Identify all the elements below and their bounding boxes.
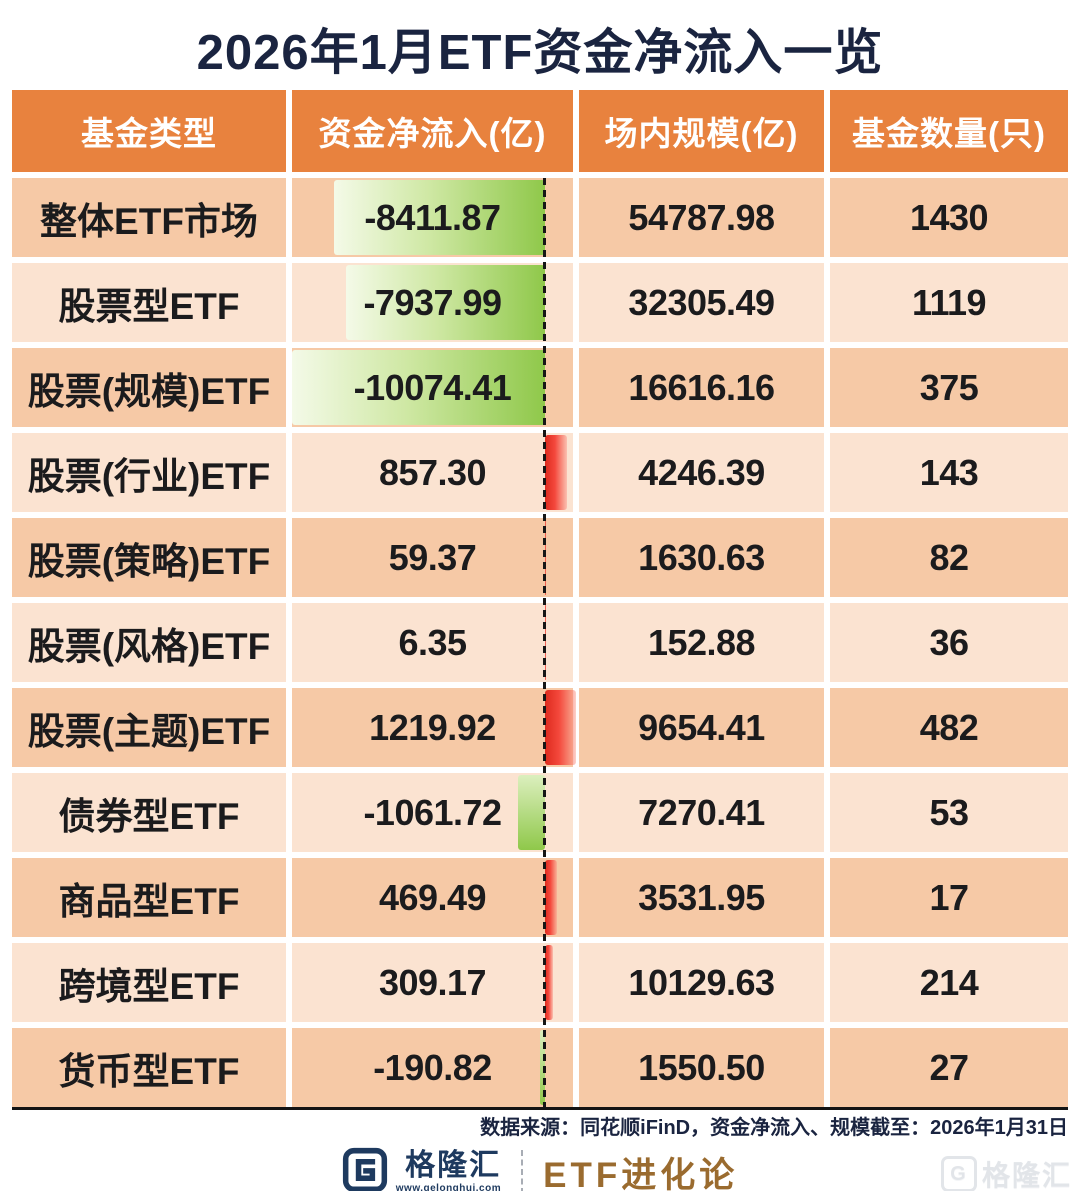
fund-type-cell: 股票(风格)ETF [12, 603, 286, 682]
scale-cell: 10129.63 [579, 943, 824, 1022]
scale-cell: 7270.41 [579, 773, 824, 852]
scale-cell: 54787.98 [579, 178, 824, 257]
gelonghui-logo-icon [342, 1147, 388, 1191]
etf-flow-table: 基金类型 资金净流入(亿) 场内规模(亿) 基金数量(只) 整体ETF市场 -84… [12, 90, 1068, 1110]
table-row: 股票(主题)ETF 1219.92 9654.41 482 [12, 688, 1068, 767]
fund-type-cell: 股票(策略)ETF [12, 518, 286, 597]
count-cell: 482 [830, 688, 1068, 767]
count-cell: 143 [830, 433, 1068, 512]
fund-type-cell: 股票型ETF [12, 263, 286, 342]
count-cell: 214 [830, 943, 1068, 1022]
scale-cell: 1550.50 [579, 1028, 824, 1107]
table-row: 跨境型ETF 309.17 10129.63 214 [12, 943, 1068, 1022]
net-flow-cell: -190.82 [292, 1028, 573, 1107]
fund-type-cell: 股票(规模)ETF [12, 348, 286, 427]
fund-type-cell: 股票(行业)ETF [12, 433, 286, 512]
table-body: 整体ETF市场 -8411.87 54787.98 1430 股票型ETF -7937.9… [12, 178, 1068, 1107]
table-row: 股票(策略)ETF 59.37 1630.63 82 [12, 518, 1068, 597]
brand-url: www.gelonghui.com [395, 1182, 502, 1191]
watermark-logo: G 格隆汇 [940, 1154, 1072, 1191]
fund-type-cell: 股票(主题)ETF [12, 688, 286, 767]
watermark-text: 格隆汇 [981, 1160, 1072, 1191]
net-flow-cell: 469.49 [292, 858, 573, 937]
scale-cell: 9654.41 [579, 688, 824, 767]
inflow-bar [545, 945, 553, 1020]
fund-type-cell: 货币型ETF [12, 1028, 286, 1107]
table-header-row: 基金类型 资金净流入(亿) 场内规模(亿) 基金数量(只) [12, 90, 1068, 172]
inflow-bar [545, 860, 557, 935]
fund-type-cell: 跨境型ETF [12, 943, 286, 1022]
scale-cell: 32305.49 [579, 263, 824, 342]
scale-cell: 152.88 [579, 603, 824, 682]
fund-type-cell: 债券型ETF [12, 773, 286, 852]
count-cell: 27 [830, 1028, 1068, 1107]
source-note: 数据来源：同花顺iFinD，资金净流入、规模截至：2026年1月31日 [480, 1117, 1068, 1139]
count-cell: 82 [830, 518, 1068, 597]
outflow-bar [540, 1030, 545, 1105]
count-cell: 1119 [830, 263, 1068, 342]
col-header-net-flow: 资金净流入(亿) [292, 90, 573, 172]
count-cell: 1430 [830, 178, 1068, 257]
fund-type-cell: 整体ETF市场 [12, 178, 286, 257]
outflow-bar [518, 775, 545, 850]
net-flow-cell: 1219.92 [292, 688, 573, 767]
scale-cell: 4246.39 [579, 433, 824, 512]
table-row: 股票(行业)ETF 857.30 4246.39 143 [12, 433, 1068, 512]
page-title: 2026年1月ETF资金净流入一览 [196, 26, 884, 80]
net-flow-cell: 309.17 [292, 943, 573, 1022]
net-flow-cell: 59.37 [292, 518, 573, 597]
table-row: 债券型ETF -1061.72 7270.41 53 [12, 773, 1068, 852]
brand-logo-group: 格隆汇 www.gelonghui.com [342, 1147, 501, 1191]
footer-brand-row: 格隆汇 www.gelonghui.com ETF进化论 G 格隆汇 [0, 1144, 1080, 1191]
watermark-g-icon: G [940, 1156, 977, 1191]
inflow-bar [545, 435, 567, 510]
table-row: 股票型ETF -7937.99 32305.49 1119 [12, 263, 1068, 342]
table-row: 股票(风格)ETF 6.35 152.88 36 [12, 603, 1068, 682]
count-cell: 17 [830, 858, 1068, 937]
count-cell: 375 [830, 348, 1068, 427]
zero-axis-line [543, 178, 546, 1107]
table-row: 整体ETF市场 -8411.87 54787.98 1430 [12, 178, 1068, 257]
inflow-bar [545, 690, 576, 765]
scale-cell: 16616.16 [579, 348, 824, 427]
table-bottom-rule [12, 1107, 1068, 1110]
col-header-fund-type: 基金类型 [12, 90, 286, 172]
table-row: 股票(规模)ETF -10074.41 16616.16 375 [12, 348, 1068, 427]
col-header-scale: 场内规模(亿) [579, 90, 824, 172]
scale-cell: 3531.95 [579, 858, 824, 937]
outflow-bar [345, 265, 545, 340]
fund-type-cell: 商品型ETF [12, 858, 286, 937]
scale-cell: 1630.63 [579, 518, 824, 597]
brand-name: 格隆汇 [405, 1148, 502, 1182]
net-flow-cell: 6.35 [292, 603, 573, 682]
footer-divider [521, 1150, 524, 1191]
count-cell: 36 [830, 603, 1068, 682]
table-row: 商品型ETF 469.49 3531.95 17 [12, 858, 1068, 937]
net-flow-cell: 857.30 [292, 433, 573, 512]
series-title: ETF进化论 [543, 1155, 739, 1191]
table-row: 货币型ETF -190.82 1550.50 27 [12, 1028, 1068, 1107]
outflow-bar [333, 180, 545, 255]
col-header-fund-count: 基金数量(只) [830, 90, 1068, 172]
count-cell: 53 [830, 773, 1068, 852]
outflow-bar [292, 350, 545, 425]
